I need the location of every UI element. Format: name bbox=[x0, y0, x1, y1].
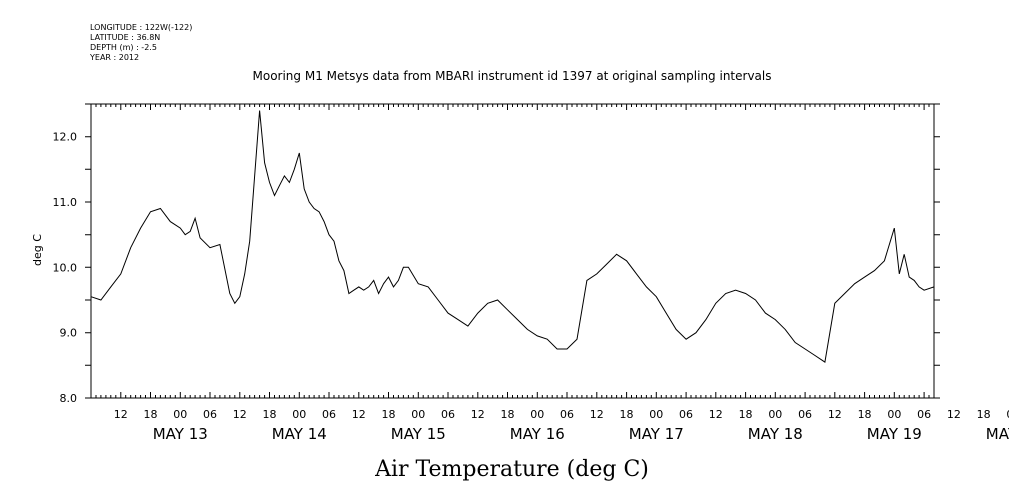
y-tick-label: 8.0 bbox=[60, 392, 78, 405]
x-tick-label: 18 bbox=[977, 408, 991, 421]
x-tick-label: 06 bbox=[441, 408, 455, 421]
tick-marks bbox=[85, 103, 940, 399]
date-label: MAY 13 bbox=[153, 425, 208, 443]
latitude-label: LATITUDE : 36.8N bbox=[90, 33, 160, 42]
x-tick-label: 18 bbox=[739, 408, 753, 421]
x-tick-label: 12 bbox=[828, 408, 842, 421]
x-tick-label: 00 bbox=[411, 408, 425, 421]
y-tick-label: 12.0 bbox=[53, 131, 78, 144]
x-tick-label: 06 bbox=[560, 408, 574, 421]
x-tick-label: 06 bbox=[679, 408, 693, 421]
axis-ticks bbox=[85, 103, 940, 399]
longitude-label: LONGITUDE : 122W(-122) bbox=[90, 23, 192, 32]
x-tick-label: 00 bbox=[530, 408, 544, 421]
x-tick-label: 18 bbox=[858, 408, 872, 421]
x-tick-label: 18 bbox=[382, 408, 396, 421]
x-tick-label: 12 bbox=[352, 408, 366, 421]
x-tick-label: 12 bbox=[471, 408, 485, 421]
depth-label: DEPTH (m) : -2.5 bbox=[90, 43, 157, 52]
x-tick-label: 12 bbox=[709, 408, 723, 421]
x-tick-labels: 12 18 00 06 12 18 00 06 12 18 00 06 12 18 00 06 12 18 00 06… bbox=[114, 408, 1009, 421]
x-tick-label: 06 bbox=[203, 408, 217, 421]
date-label: MAY 16 bbox=[510, 425, 565, 443]
date-label: MAY 14 bbox=[272, 425, 327, 443]
x-tick-label: 06 bbox=[322, 408, 336, 421]
y-tick-labels: 8.0 9.0 10.0 11.0 12.0 bbox=[53, 131, 78, 405]
x-tick-label: 06 bbox=[798, 408, 812, 421]
x-tick-label: 00 bbox=[649, 408, 663, 421]
x-tick-label: 18 bbox=[144, 408, 158, 421]
chart-title: Mooring M1 Metsys data from MBARI instru… bbox=[253, 69, 772, 83]
x-tick-label: 00 bbox=[292, 408, 306, 421]
x-axis-label: Air Temperature (deg C) bbox=[374, 457, 649, 482]
y-tick-label: 9.0 bbox=[60, 327, 78, 340]
plot-frame bbox=[90, 103, 935, 399]
x-tick-label: 00 bbox=[173, 408, 187, 421]
x-tick-label: 00 bbox=[768, 408, 782, 421]
y-tick-label: 10.0 bbox=[53, 261, 78, 274]
y-axis-label: deg C bbox=[31, 234, 44, 266]
x-tick-label: 18 bbox=[501, 408, 515, 421]
date-label: MAY 15 bbox=[391, 425, 446, 443]
x-tick-label: 18 bbox=[620, 408, 634, 421]
x-tick-label: 12 bbox=[114, 408, 128, 421]
x-tick-label: 18 bbox=[263, 408, 277, 421]
x-tick-label: 06 bbox=[917, 408, 931, 421]
x-tick-label: 00 bbox=[887, 408, 901, 421]
temperature-series-line bbox=[90, 110, 935, 363]
date-label: MAY 20 bbox=[986, 425, 1009, 443]
date-label: MAY 18 bbox=[748, 425, 803, 443]
date-labels: MAY 13 MAY 14 MAY 15 MAY 16 MAY 17 MAY 18 MAY … bbox=[153, 425, 1009, 443]
y-tick-label: 11.0 bbox=[53, 196, 78, 209]
x-tick-label: 12 bbox=[233, 408, 247, 421]
date-label: MAY 19 bbox=[867, 425, 922, 443]
x-tick-label: 12 bbox=[590, 408, 604, 421]
x-tick-label: 00 bbox=[1006, 408, 1009, 421]
year-label: YEAR : 2012 bbox=[89, 53, 139, 62]
x-tick-label: 12 bbox=[947, 408, 961, 421]
date-label: MAY 17 bbox=[629, 425, 684, 443]
